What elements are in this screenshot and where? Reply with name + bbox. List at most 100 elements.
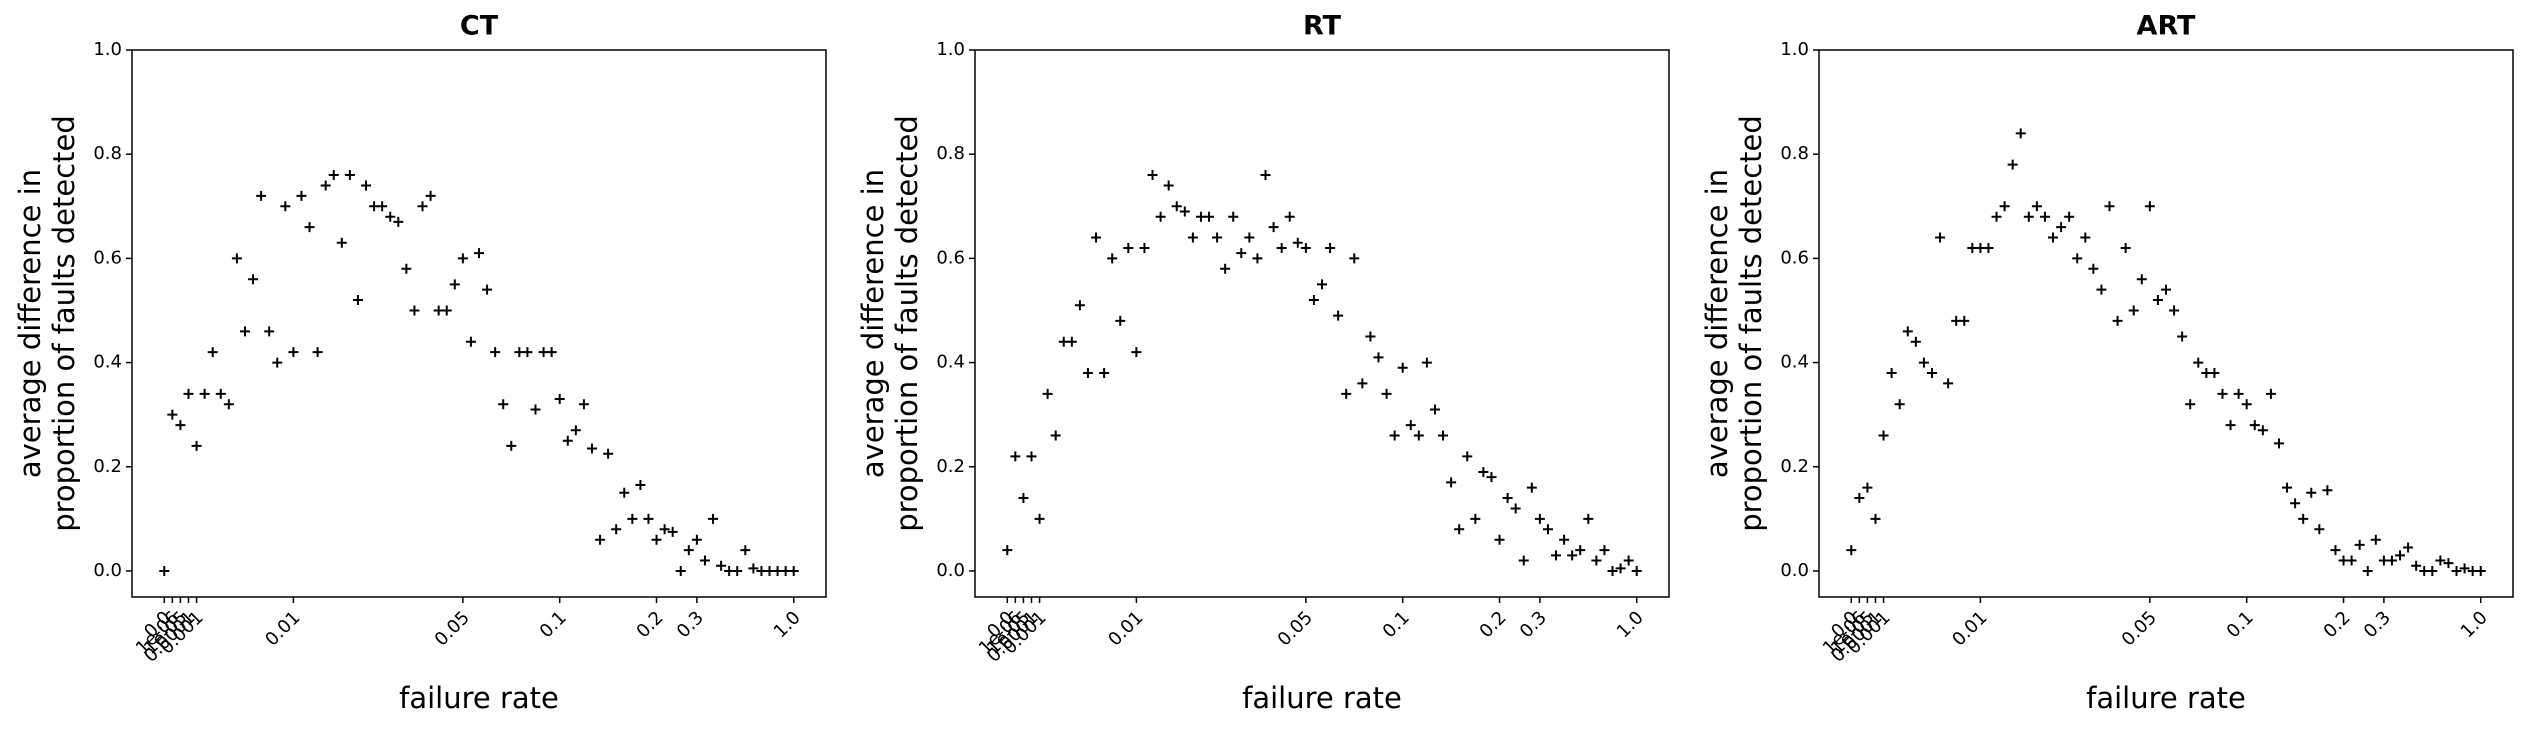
data-point — [425, 190, 436, 201]
data-point — [320, 180, 331, 191]
data-point — [2306, 487, 2317, 498]
data-point — [1341, 388, 1352, 399]
x-tick-label: 1.0 — [770, 607, 805, 642]
data-point — [562, 435, 573, 446]
data-point — [361, 180, 372, 191]
data-point — [2177, 331, 2188, 342]
data-point — [1179, 206, 1190, 217]
data-point — [2362, 565, 2373, 576]
data-point — [2451, 565, 2462, 576]
data-point — [2193, 357, 2204, 368]
y-tick-label: 0.8 — [936, 143, 965, 164]
data-point — [417, 201, 428, 212]
data-point — [2161, 284, 2171, 295]
data-point — [1454, 524, 1465, 535]
data-point — [1204, 211, 1215, 222]
data-point — [1252, 253, 1263, 264]
x-tick-label: 0.01 — [1948, 607, 1991, 650]
data-point — [231, 253, 242, 264]
data-point — [2403, 542, 2414, 553]
data-point — [699, 555, 710, 566]
plot-frame — [1818, 49, 2514, 598]
data-point — [2209, 367, 2220, 378]
data-point — [1099, 367, 1110, 378]
data-point — [2225, 420, 2236, 431]
data-point — [1935, 232, 1946, 243]
data-point — [691, 534, 702, 545]
y-axis-label: proportion of faults detected — [1734, 115, 1768, 532]
data-point — [1429, 404, 1440, 415]
x-tick-label: 0.1 — [2223, 607, 2258, 642]
x-tick-label: 1.0 — [1613, 607, 1648, 642]
x-axis-label: failure rate — [399, 681, 559, 715]
data-point — [1526, 482, 1537, 493]
data-point — [215, 388, 226, 399]
data-point — [2370, 534, 2381, 545]
data-point — [1139, 242, 1150, 253]
data-point — [2354, 539, 2365, 550]
x-tick-label: 0.2 — [2320, 607, 2355, 642]
data-point — [401, 263, 412, 274]
x-tick-label: 0.3 — [2360, 607, 2395, 642]
data-point — [2322, 485, 2333, 496]
data-point — [788, 565, 799, 576]
data-point — [1623, 555, 1634, 566]
data-point — [2144, 201, 2155, 212]
data-point — [1107, 253, 1118, 264]
data-point — [2048, 232, 2059, 243]
data-point — [586, 443, 597, 454]
data-point — [595, 534, 606, 545]
data-point — [239, 326, 250, 337]
data-point — [2031, 201, 2042, 212]
x-tick-label: 0.05 — [1274, 607, 1317, 650]
data-point — [1373, 352, 1384, 363]
data-point — [2169, 305, 2180, 316]
y-axis-label: average difference in — [856, 169, 890, 478]
data-point — [1131, 347, 1142, 358]
data-point — [2152, 295, 2163, 306]
plot-frame — [974, 49, 1670, 598]
y-tick-label: 0.4 — [93, 352, 122, 373]
data-point — [465, 336, 476, 347]
data-point — [2112, 315, 2123, 326]
data-point — [1308, 295, 1319, 306]
data-point — [1421, 357, 1432, 368]
data-point — [578, 399, 589, 410]
data-point — [2427, 565, 2438, 576]
data-point — [2411, 560, 2422, 571]
data-point — [2128, 305, 2139, 316]
data-point — [1991, 211, 2002, 222]
y-tick-label: 0.2 — [936, 456, 965, 477]
data-point — [1187, 232, 1198, 243]
data-point — [1082, 367, 1093, 378]
x-tick-label: 0.1 — [1379, 607, 1414, 642]
x-tick-label: 0.05 — [2118, 607, 2161, 650]
data-point — [1615, 563, 1626, 574]
data-point — [740, 545, 751, 556]
data-point — [280, 201, 291, 212]
data-point — [2096, 284, 2107, 295]
data-point — [1502, 493, 1513, 504]
data-point — [1870, 513, 1881, 524]
data-point — [1926, 367, 1937, 378]
data-point — [2249, 420, 2260, 431]
x-tick-label: 0.3 — [673, 607, 708, 642]
data-point — [748, 563, 759, 574]
data-point — [1631, 565, 1642, 576]
data-point — [498, 399, 509, 410]
data-point — [1260, 170, 1271, 181]
data-point — [1171, 201, 1182, 212]
data-point — [2104, 201, 2115, 212]
y-tick-label: 0.4 — [1780, 352, 1809, 373]
y-axis-label: proportion of faults detected — [47, 115, 81, 532]
data-point — [716, 560, 727, 571]
data-point — [667, 526, 678, 537]
data-point — [2080, 232, 2091, 243]
data-point — [1010, 451, 1021, 462]
x-tick-label: 0.01 — [1104, 607, 1147, 650]
data-point — [1470, 513, 1481, 524]
data-point — [1518, 555, 1529, 566]
data-point — [1999, 201, 2010, 212]
y-tick-label: 0.4 — [936, 352, 965, 373]
